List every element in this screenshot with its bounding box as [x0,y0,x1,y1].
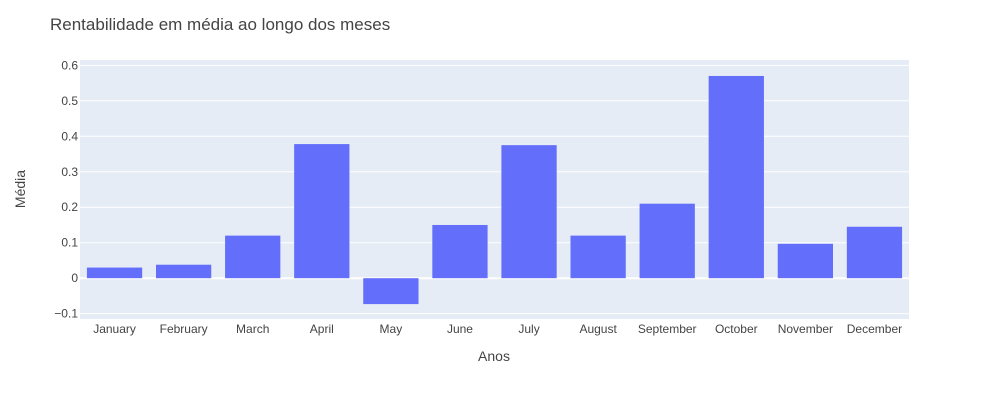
y-tick-label: 0.2 [61,200,78,214]
plot-area [80,60,909,319]
x-tick-label: November [778,322,833,336]
y-tick-label: 0.5 [61,94,78,108]
y-tick-label: 0.6 [61,58,78,72]
x-tick-labels: January February March April May June July Augu… [93,322,902,336]
y-tick-label: 0.3 [61,165,78,179]
x-tick-label: December [847,322,902,336]
y-tick-labels: −0.1 0 0.1 0.2 0.3 0.4 0.5 0.6 [54,58,78,320]
bar-march[interactable] [225,235,281,279]
x-tick-label: October [715,322,758,336]
x-tick-label: January [93,322,136,336]
bars [86,75,903,305]
y-tick-label: 0.1 [61,236,78,250]
x-tick-label: March [236,322,269,336]
x-tick-label: May [380,322,403,336]
bar-november[interactable] [777,243,834,279]
bar-may[interactable] [363,278,419,305]
bar-august[interactable] [570,235,626,279]
bar-april[interactable] [294,144,350,279]
bar-july[interactable] [501,145,557,279]
x-tick-label: September [638,322,697,336]
bar-september[interactable] [639,203,695,279]
x-axis-title: Anos [478,348,510,364]
chart-title: Rentabilidade em média ao longo dos mese… [50,15,390,34]
x-tick-label: June [447,322,473,336]
y-tick-label: −0.1 [54,307,78,321]
y-axis-title: Média [12,170,28,208]
y-tick-label: 0 [71,271,78,285]
x-tick-label: April [310,322,334,336]
x-tick-label: February [160,322,208,336]
x-tick-label: August [579,322,617,336]
bar-december[interactable] [846,226,903,279]
gridlines [80,64,909,315]
y-tick-label: 0.4 [61,129,78,143]
bar-february[interactable] [155,264,212,279]
bar-june[interactable] [432,224,488,279]
x-tick-label: July [518,322,539,336]
bar-january[interactable] [86,267,143,279]
bar-october[interactable] [708,75,764,279]
